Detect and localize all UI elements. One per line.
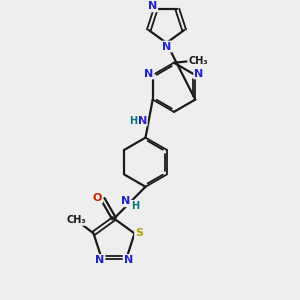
Text: H: H <box>131 201 139 211</box>
Text: N: N <box>145 68 154 79</box>
Text: N: N <box>148 2 157 11</box>
Text: O: O <box>93 193 102 202</box>
Text: N: N <box>194 68 203 79</box>
Text: H: H <box>129 116 137 125</box>
Text: N: N <box>95 255 104 265</box>
Text: N: N <box>121 196 130 206</box>
Text: N: N <box>124 255 133 265</box>
Text: N: N <box>163 42 172 52</box>
Text: CH₃: CH₃ <box>67 215 86 225</box>
Text: CH₃: CH₃ <box>188 56 208 66</box>
Text: N: N <box>137 116 147 125</box>
Text: S: S <box>135 228 143 239</box>
